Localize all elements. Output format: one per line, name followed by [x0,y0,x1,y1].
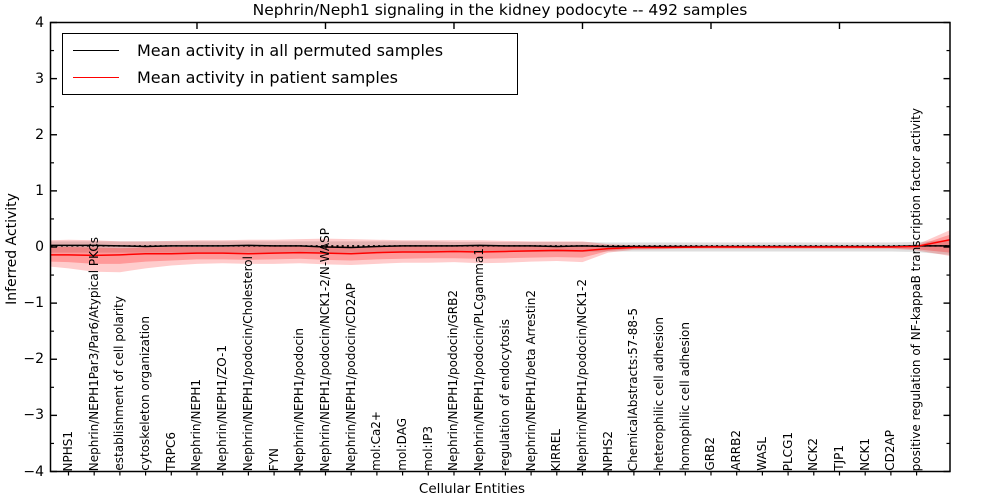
y-tick-label: 4 [35,14,44,31]
x-category-label: Nephrin/NEPH1/podocin/CD2AP [343,282,358,471]
x-category-label: regulation of endocytosis [497,319,512,471]
y-tick-label: 3 [35,70,44,87]
legend-label-patient: Mean activity in patient samples [137,67,398,87]
legend-line-permuted-icon [73,50,119,52]
legend: Mean activity in all permuted samples Me… [62,33,518,95]
x-category-label: Nephrin/NEPH1/ZO-1 [215,345,230,471]
y-tick-label: 0 [35,239,44,255]
x-category-label: mol:IP3 [420,426,435,471]
x-category-label: positive regulation of NF-kappaB transcr… [909,107,924,471]
y-tick-label: 2 [35,126,44,143]
y-tick-label: −3 [23,407,44,424]
patient-band-inner [50,234,950,264]
series-line-patient [50,238,951,257]
x-category-label: Nephrin/NEPH1/beta Arrestin2 [523,289,538,471]
x-category-label: ChemicalAbstracts:57-88-5 [626,307,641,471]
y-tick-label: −1 [23,295,44,312]
legend-row-permuted: Mean activity in all permuted samples [63,41,517,60]
x-category-label: NPHS1 [60,430,75,472]
x-category-label: NPHS2 [600,430,615,472]
x-category-label: TJP1 [831,445,846,471]
legend-row-patient: Mean activity in patient samples [63,68,517,87]
x-category-label: FYN [266,447,281,471]
x-category-label: ARRB2 [729,430,744,471]
permuted-samples-band [50,240,950,255]
chart-title: Nephrin/Neph1 signaling in the kidney po… [252,1,748,19]
x-category-label: NCK2 [806,438,821,471]
x-category-label: Nephrin/NEPH1/podocin/NCK1-2 [574,278,589,471]
y-tick-label: −4 [23,463,44,480]
x-category-label: mol:DAG [395,418,410,471]
x-category-label: heterophilic cell adhesion [652,317,667,471]
x-category-label: CD2AP [883,430,898,471]
x-category-label: PLCG1 [780,431,795,471]
x-category-label: homophilic cell adhesion [677,322,692,471]
legend-line-patient-icon [73,76,119,78]
x-category-label: Nephrin/NEPH1/podocin/NCK1-2/N-WASP [317,227,332,471]
x-category-label: Nephrin/NEPH1 [189,379,204,471]
x-category-label: Nephrin/NEPH1/podocin/Cholesterol [240,255,255,471]
x-category-label: KIRREL [549,428,564,471]
y-tick-label: −2 [23,351,44,368]
x-category-label: TRPC6 [163,432,178,471]
x-category-label: NCK1 [857,438,872,471]
legend-label-permuted: Mean activity in all permuted samples [137,41,444,61]
x-category-label: cytoskeleton organization [138,316,153,471]
y-tick-label: 1 [35,182,44,199]
x-category-label: GRB2 [703,437,718,471]
x-category-label: Nephrin/NEPH1/podocin [292,327,307,471]
x-category-label: Nephrin/NEPH1/podocin/PLCgamma1 [472,247,487,471]
x-category-label: Nephrin/NEPH1/podocin/GRB2 [446,290,461,471]
x-category-label: establishment of cell polarity [112,296,127,471]
x-category-label: mol:Ca2+ [369,411,384,471]
x-axis-label: Cellular Entities [418,481,526,497]
x-category-label: Nephrin/NEPH1Par3/Par6/Atypical PKCs [86,236,101,471]
x-category-label: WASL [754,437,769,471]
